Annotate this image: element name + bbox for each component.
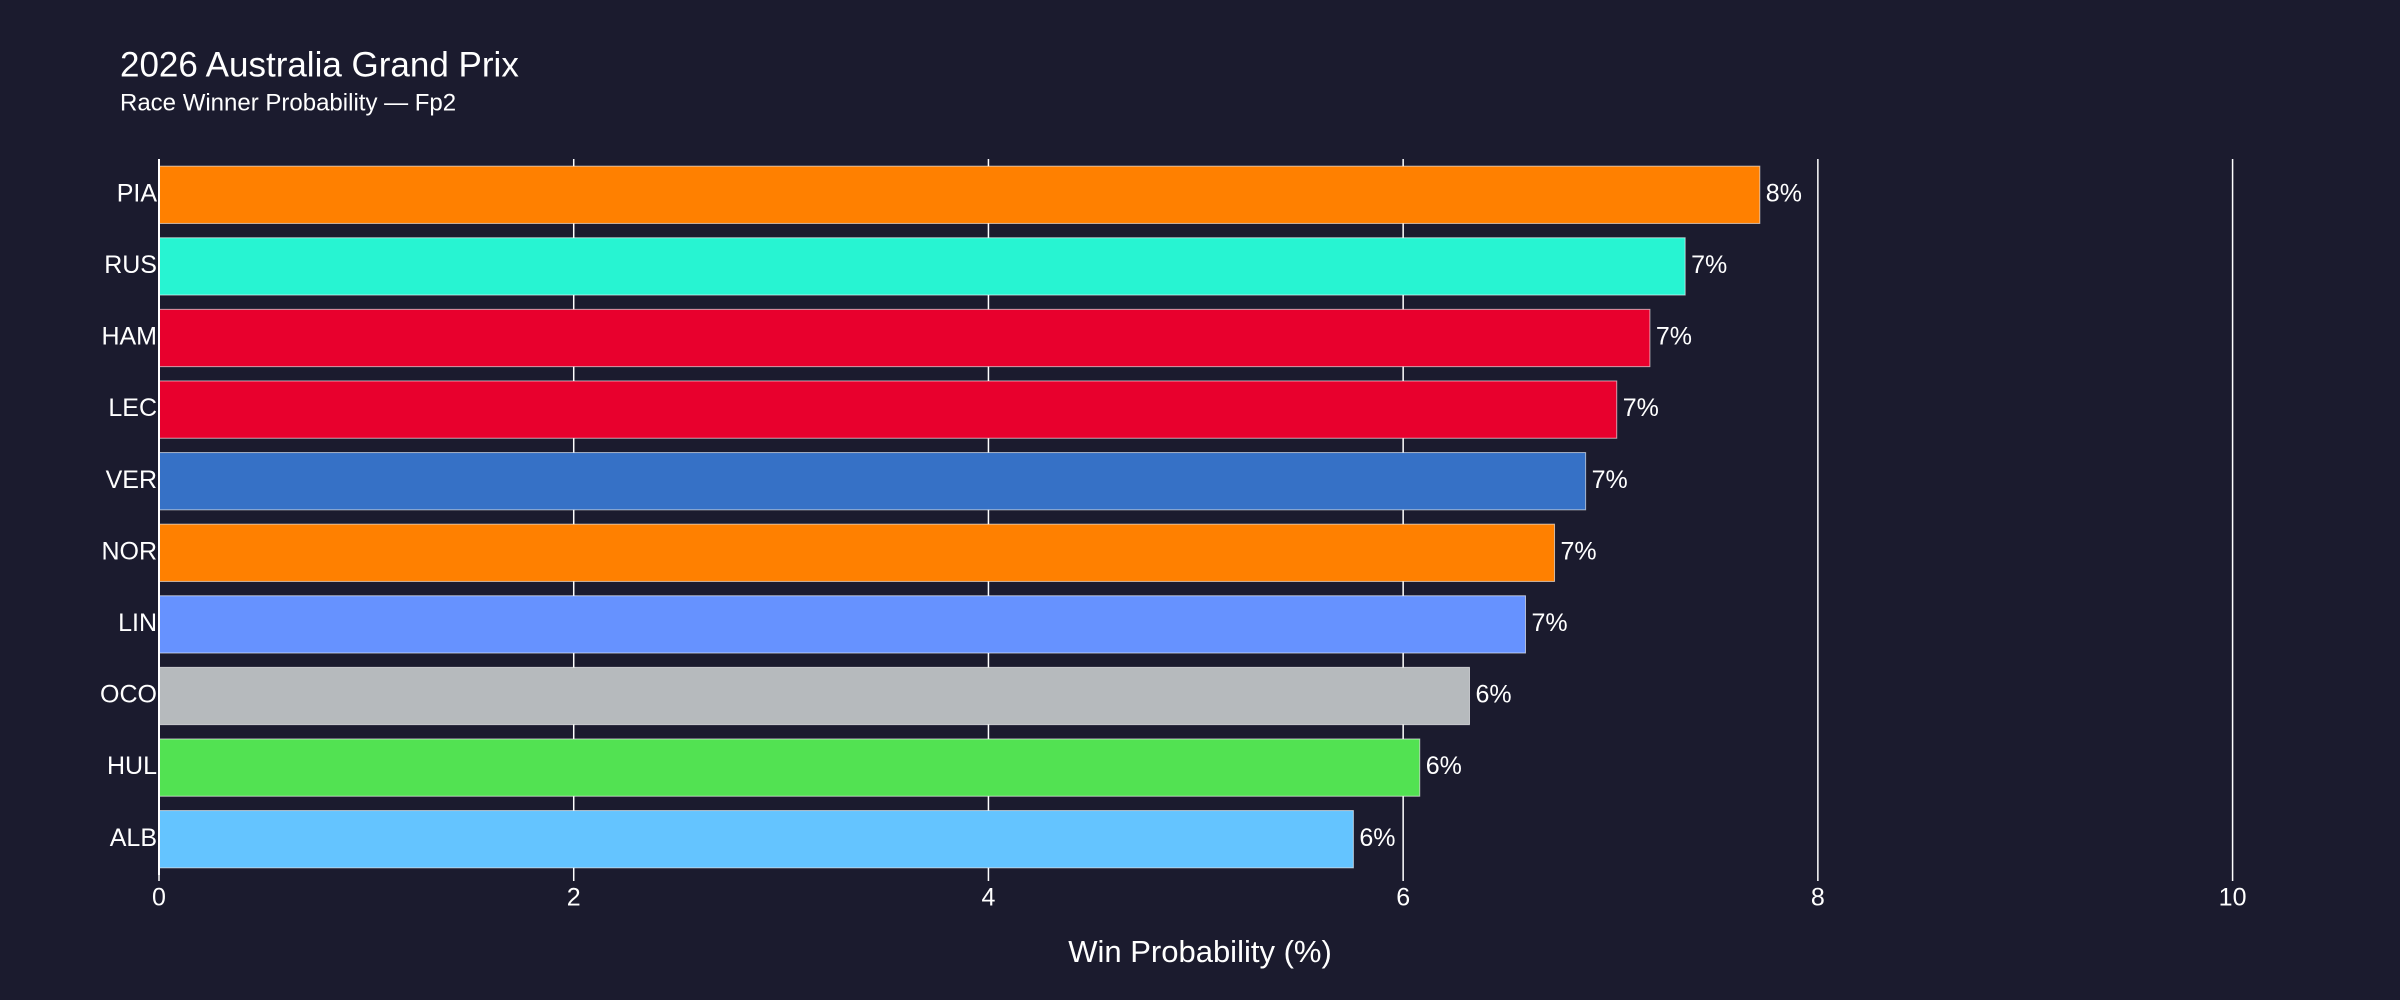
y-tick-label: HAM [101, 323, 157, 351]
value-label: 7% [1656, 323, 1692, 351]
y-tick-label: PIA [117, 179, 158, 207]
x-tick-label: 8 [1811, 884, 1825, 912]
bar [158, 738, 1421, 797]
bar [158, 165, 1761, 224]
chart-subtitle: Race Winner Probability — Fp2 [120, 89, 456, 116]
value-label: 6% [1426, 752, 1462, 780]
y-tick-label: VER [106, 466, 157, 494]
value-label: 7% [1623, 394, 1659, 422]
value-label: 8% [1766, 179, 1802, 207]
y-tick-label: NOR [101, 537, 157, 565]
value-label: 7% [1531, 609, 1567, 637]
bar [158, 666, 1471, 726]
x-tick-label: 6 [1396, 884, 1410, 912]
x-axis-label: Win Probability (%) [1068, 934, 1332, 969]
value-label: 7% [1691, 251, 1727, 279]
chart-title: 2026 Australia Grand Prix [120, 45, 519, 84]
x-tick-label: 4 [981, 884, 995, 912]
x-tick-label: 2 [567, 884, 581, 912]
bar [158, 308, 1651, 368]
value-label: 7% [1592, 466, 1628, 494]
y-tick-label: LIN [118, 609, 157, 637]
x-tick-label: 0 [152, 884, 166, 912]
y-tick-label: ALB [110, 824, 157, 852]
bar [158, 523, 1556, 582]
y-tick-label: LEC [108, 394, 157, 422]
bar [158, 452, 1587, 511]
bar [158, 380, 1618, 439]
value-label: 6% [1359, 824, 1395, 852]
x-tick-label: 10 [2219, 884, 2247, 912]
bar [158, 237, 1686, 296]
bar [158, 595, 1526, 654]
y-tick-label: RUS [104, 251, 157, 279]
y-tick-label: OCO [100, 681, 157, 709]
value-label: 7% [1561, 537, 1597, 565]
bar [158, 810, 1354, 869]
y-tick-label: HUL [107, 752, 157, 780]
value-label: 6% [1476, 681, 1512, 709]
